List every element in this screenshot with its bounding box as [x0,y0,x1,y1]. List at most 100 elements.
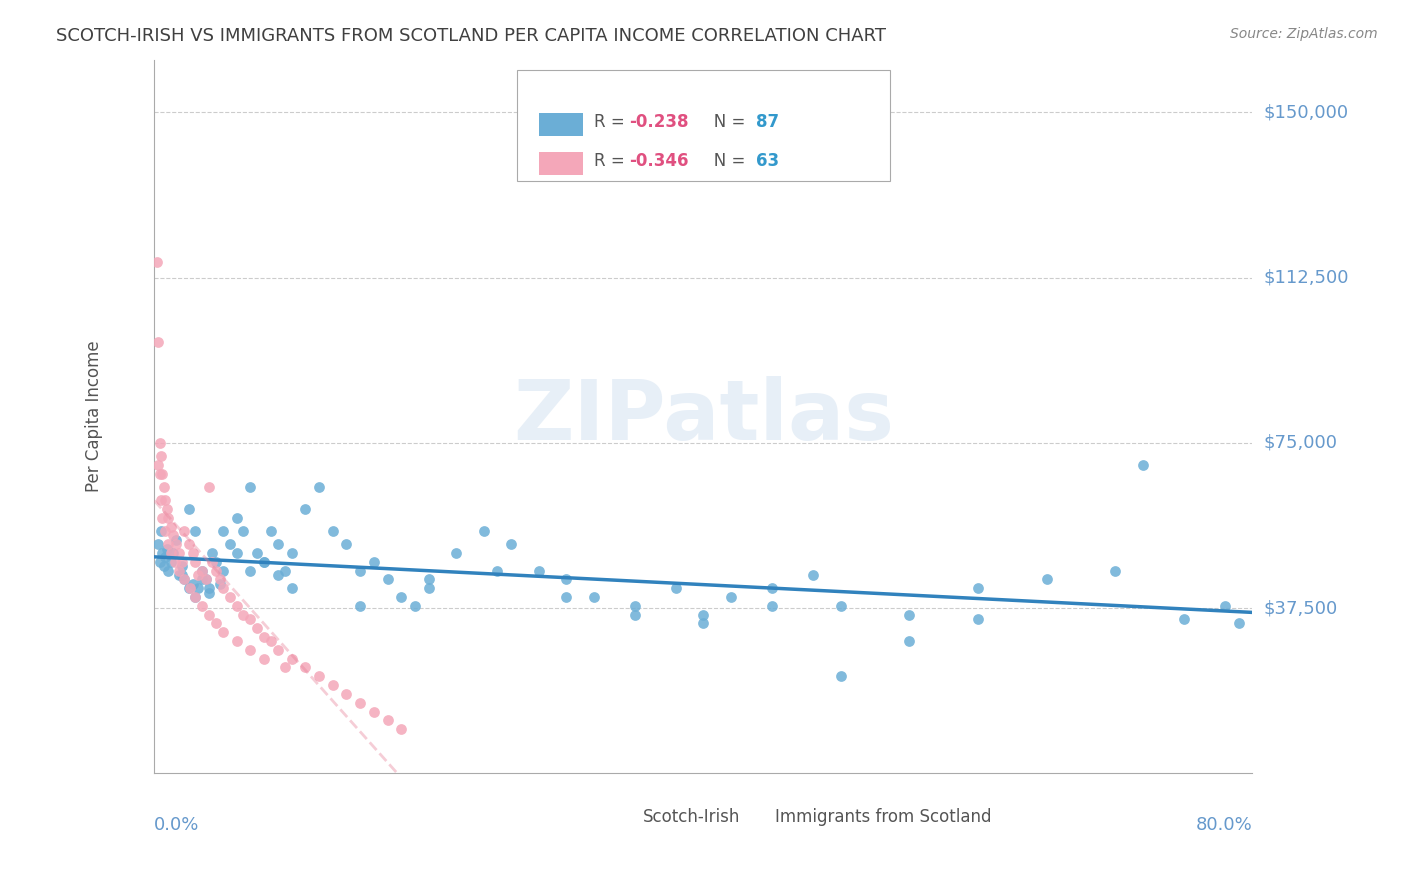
Text: Immigrants from Scotland: Immigrants from Scotland [775,808,991,826]
Point [246,621,269,635]
Text: N =: N = [697,112,751,130]
Point [191,573,214,587]
Point [155,493,177,508]
Point [155,541,177,556]
Point [155,502,177,516]
Point [156,510,179,524]
Point [623,607,645,622]
Point [198,607,221,622]
Point [363,705,385,719]
Point [159,546,181,560]
Point [260,524,283,538]
Point [153,480,176,494]
Point [218,537,240,551]
Point [1213,599,1236,613]
Text: ZIPatlas: ZIPatlas [513,376,894,457]
Point [232,524,254,538]
Point [187,568,209,582]
Text: 0.0%: 0.0% [155,816,200,834]
Point [280,581,302,595]
Point [692,607,714,622]
Point [198,585,221,599]
Point [253,555,276,569]
Point [349,696,371,710]
Point [692,616,714,631]
Point [389,722,412,736]
Point [404,599,426,613]
Point [389,590,412,604]
Point [239,612,262,626]
FancyBboxPatch shape [742,809,769,827]
Point [260,634,283,648]
Point [246,546,269,560]
Point [165,537,187,551]
Point [177,502,200,516]
Point [201,546,224,560]
Point [830,669,852,683]
Point [273,660,295,674]
Point [308,480,330,494]
Point [150,493,173,508]
Point [177,581,200,595]
Point [170,568,193,582]
Point [555,590,578,604]
Point [1132,458,1154,472]
Point [173,573,195,587]
Point [898,634,921,648]
Point [1035,573,1057,587]
FancyBboxPatch shape [538,113,582,136]
Point [225,546,247,560]
Point [349,599,371,613]
Point [418,573,440,587]
Point [486,564,509,578]
Text: $37,500: $37,500 [1264,599,1337,617]
Point [294,660,316,674]
Point [152,467,174,481]
Point [225,510,247,524]
Point [209,573,232,587]
Point [170,559,193,574]
Point [267,537,290,551]
Point [253,630,276,644]
Point [148,537,170,551]
Point [349,564,371,578]
Point [187,581,209,595]
Point [152,510,174,524]
Point [184,524,207,538]
Point [153,559,176,574]
Point [150,524,173,538]
Point [167,564,190,578]
Text: 87: 87 [756,112,779,130]
Point [155,524,177,538]
Point [555,573,578,587]
Point [527,564,550,578]
Point [665,581,688,595]
Point [218,590,240,604]
Point [149,467,172,481]
Point [761,599,783,613]
Point [582,590,605,604]
Text: -0.238: -0.238 [628,112,688,130]
Text: 80.0%: 80.0% [1195,816,1253,834]
Point [146,255,169,269]
Point [195,573,218,587]
Point [898,607,921,622]
Point [184,590,207,604]
Point [212,524,235,538]
Point [472,524,495,538]
Point [195,573,218,587]
Point [148,458,170,472]
Point [308,669,330,683]
Point [205,616,228,631]
Point [280,651,302,665]
Point [163,555,186,569]
Text: R =: R = [593,112,630,130]
Point [152,546,174,560]
Point [225,634,247,648]
Point [156,564,179,578]
Point [191,564,214,578]
Point [212,564,235,578]
Point [167,568,190,582]
Text: Scotch-Irish: Scotch-Irish [643,808,741,826]
Point [205,564,228,578]
